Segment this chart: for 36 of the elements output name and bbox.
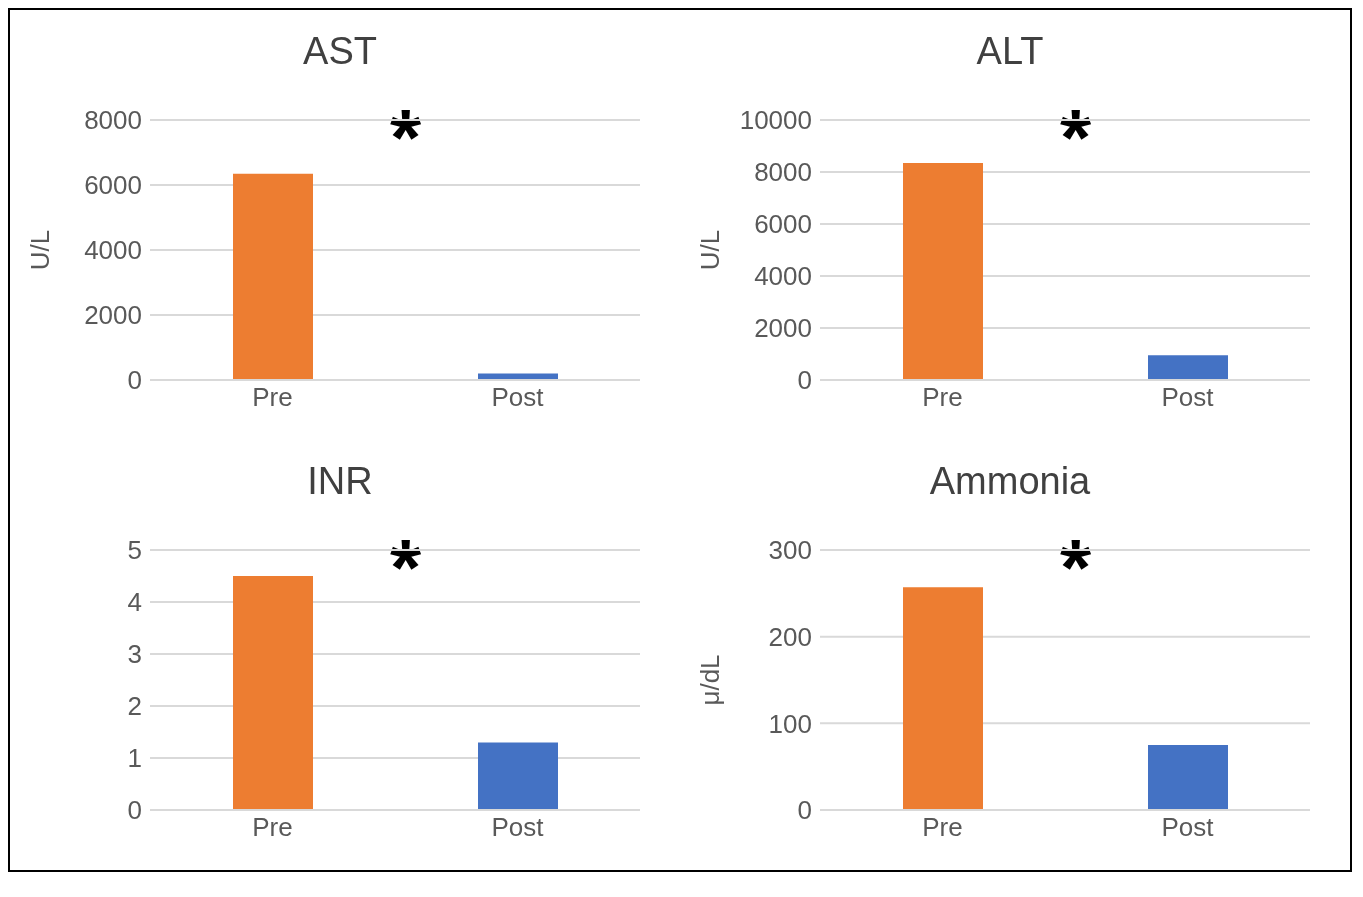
y-tick-label: 0 (127, 365, 142, 396)
y-tick-label: 300 (768, 535, 812, 566)
chart-title: INR (306, 460, 374, 503)
x-tick-label: Pre (252, 382, 293, 413)
x-tick-label: Post (491, 382, 545, 413)
x-tick-label: Post (1161, 382, 1215, 413)
y-tick-label: 10000 (739, 105, 812, 136)
y-tick-label: 0 (127, 795, 142, 826)
y-tick-label: 4000 (754, 261, 812, 292)
y-tick-label: 8000 (84, 105, 142, 136)
chart-title: Ammonia (928, 460, 1092, 503)
x-tick-label: Pre (922, 382, 963, 413)
y-tick-label: 6000 (84, 170, 142, 201)
y-tick-label: 5 (127, 535, 142, 566)
y-tick-label: 200 (768, 621, 812, 652)
y-axis-title: U/L (25, 229, 56, 271)
chart-title: AST (302, 30, 378, 73)
y-tick-label: 4000 (84, 235, 142, 266)
y-tick-label: 8000 (754, 157, 812, 188)
y-axis-title: U/L (695, 229, 726, 271)
y-tick-label: 2000 (754, 313, 812, 344)
y-tick-label: 4 (127, 587, 142, 618)
y-tick-label: 100 (768, 708, 812, 739)
y-tick-label: 2000 (84, 300, 142, 331)
y-tick-label: 0 (797, 365, 812, 396)
y-tick-label: 2 (127, 691, 142, 722)
x-tick-label: Pre (922, 812, 963, 843)
x-tick-label: Post (1161, 812, 1215, 843)
y-tick-label: 0 (797, 795, 812, 826)
y-tick-label: 3 (127, 639, 142, 670)
y-tick-label: 6000 (754, 209, 812, 240)
x-tick-label: Pre (252, 812, 293, 843)
y-tick-label: 1 (127, 743, 142, 774)
y-axis-title: μ/dL (695, 654, 726, 706)
x-tick-label: Post (491, 812, 545, 843)
chart-title: ALT (975, 30, 1045, 73)
